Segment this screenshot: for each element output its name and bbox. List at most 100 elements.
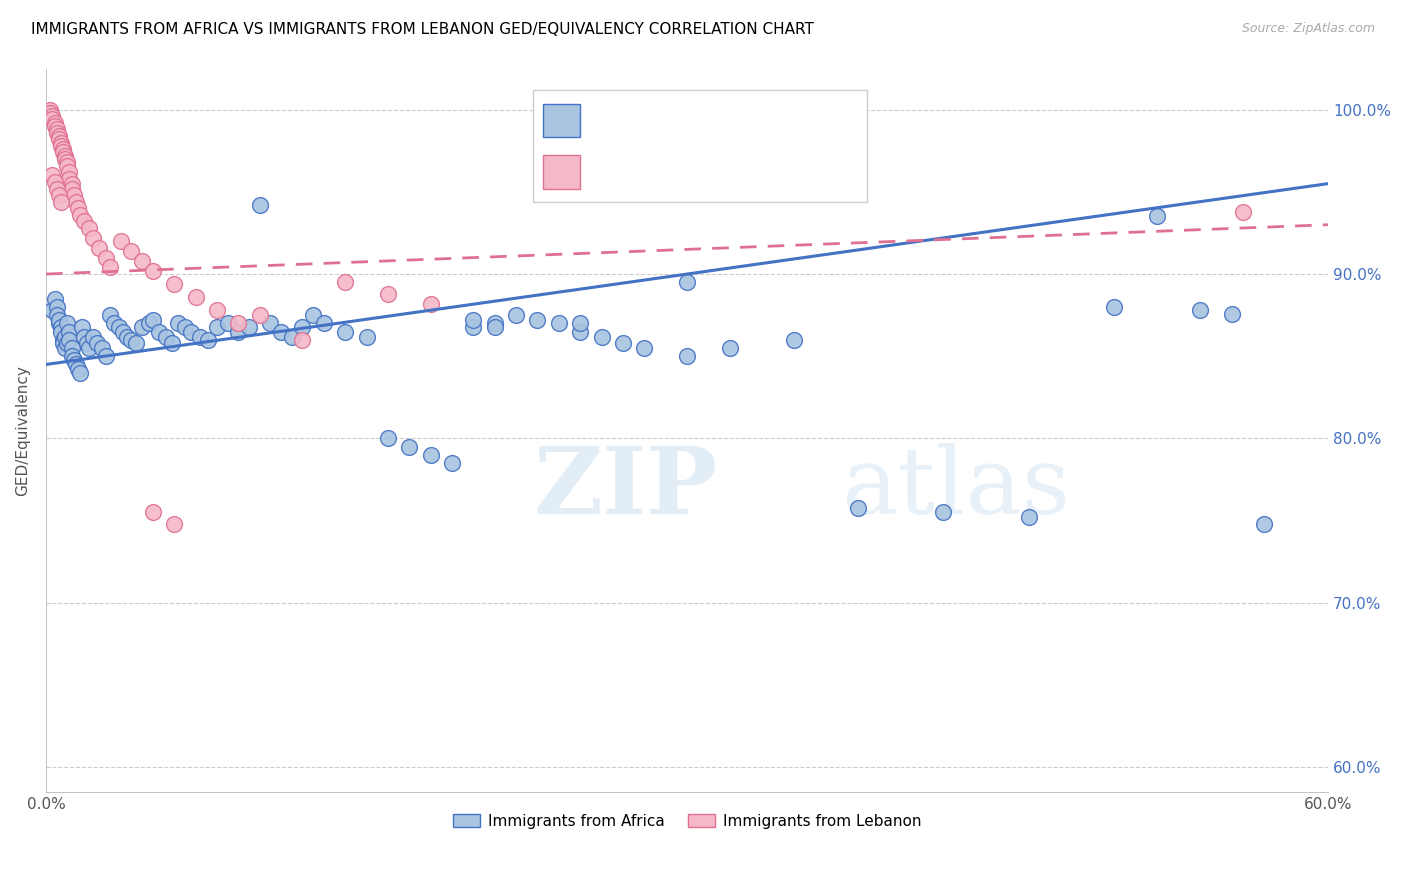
Point (125, 336, 148, 351)
Point (48, 313, 70, 327)
Point (66, 362, 89, 376)
Point (398, 440, 420, 454)
Point (60, 181, 83, 195)
Point (226, 317, 249, 331)
Point (131, 253, 153, 268)
Point (419, 296, 441, 310)
Point (52, 333, 75, 347)
Point (291, 319, 314, 334)
Point (356, 329, 378, 343)
Point (53, 152, 76, 166)
Point (107, 319, 129, 334)
Point (1188, 303, 1211, 318)
Point (280, 329, 302, 343)
Point (56, 155, 79, 169)
Point (90, 341, 112, 355)
Point (48, 132, 70, 146)
Point (52, 145, 75, 160)
Point (205, 319, 228, 334)
Point (39, 103, 62, 117)
Point (463, 313, 485, 327)
Point (48, 128, 70, 143)
Point (44, 119, 66, 133)
Point (45, 126, 67, 140)
Point (131, 319, 153, 334)
Point (49, 136, 72, 150)
Point (377, 432, 399, 446)
Point (49, 325, 72, 339)
Point (259, 317, 281, 331)
Point (249, 198, 271, 212)
Point (270, 325, 292, 339)
Legend: Immigrants from Africa, Immigrants from Lebanon: Immigrants from Africa, Immigrants from … (447, 807, 928, 835)
Point (73, 214, 96, 228)
Point (138, 317, 160, 331)
Point (197, 333, 219, 347)
Point (163, 516, 186, 531)
Point (60, 341, 83, 355)
Point (44, 116, 66, 130)
Point (69, 208, 91, 222)
Point (547, 317, 569, 331)
Point (111, 325, 134, 339)
Point (65, 194, 87, 209)
Point (333, 275, 356, 289)
Point (505, 308, 527, 322)
Point (66, 201, 89, 215)
Point (110, 234, 132, 248)
Point (160, 336, 183, 351)
Point (65, 358, 87, 372)
Point (49, 138, 72, 153)
Point (377, 286, 399, 301)
Point (89, 241, 111, 255)
Point (163, 277, 186, 291)
Point (62, 188, 84, 202)
Point (72, 319, 94, 334)
Point (312, 317, 335, 331)
Point (238, 319, 260, 334)
Point (846, 500, 869, 515)
Point (1104, 300, 1126, 314)
Point (56, 336, 79, 351)
Point (1018, 510, 1040, 524)
Point (41, 169, 63, 183)
Point (48, 317, 70, 331)
Point (120, 244, 142, 258)
Point (1232, 204, 1254, 219)
Point (173, 319, 195, 334)
Point (76, 336, 98, 351)
Point (98, 308, 121, 322)
Point (142, 313, 165, 327)
Text: atlas: atlas (841, 443, 1070, 533)
Point (1220, 306, 1243, 320)
Point (463, 319, 485, 334)
Point (45, 181, 67, 195)
Point (148, 325, 170, 339)
Point (41, 109, 63, 123)
Point (676, 349, 699, 363)
Point (58, 325, 80, 339)
Point (82, 231, 104, 245)
Point (69, 366, 91, 380)
Point (142, 505, 165, 519)
Point (56, 159, 79, 173)
Y-axis label: GED/Equivalency: GED/Equivalency (15, 365, 30, 496)
Point (783, 333, 806, 347)
Point (60, 177, 83, 191)
Point (73, 329, 96, 343)
Point (484, 319, 506, 334)
Point (291, 333, 314, 347)
Point (633, 341, 655, 355)
Point (142, 264, 165, 278)
Point (484, 317, 506, 331)
Point (82, 329, 104, 343)
Point (226, 325, 249, 339)
Point (591, 329, 613, 343)
Point (94, 349, 117, 363)
Text: ZIP: ZIP (533, 443, 717, 533)
Point (56, 317, 79, 331)
Point (52, 142, 75, 156)
Point (120, 333, 142, 347)
Point (53, 329, 76, 343)
Point (44, 175, 66, 189)
